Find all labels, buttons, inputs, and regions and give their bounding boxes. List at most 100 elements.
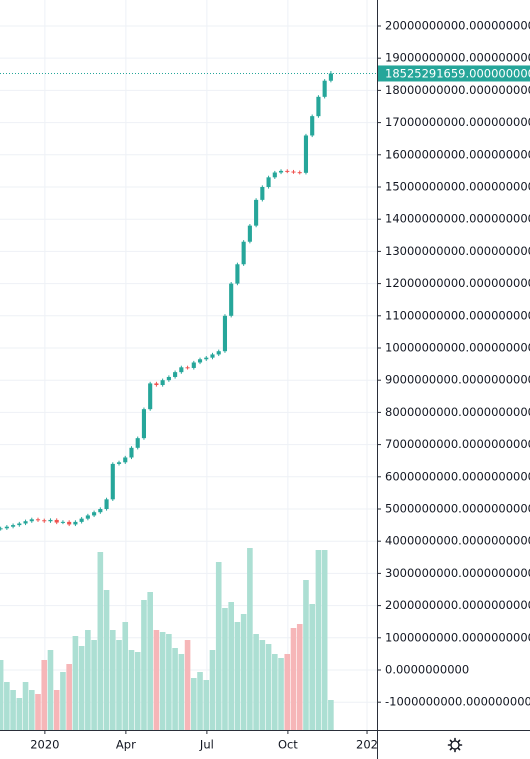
candle-body bbox=[23, 521, 28, 524]
volume-bar bbox=[66, 664, 72, 730]
candle-body bbox=[104, 499, 109, 509]
candle-body bbox=[135, 438, 140, 448]
candle-body bbox=[285, 170, 290, 172]
volume-bar bbox=[247, 548, 253, 730]
candle-body bbox=[35, 519, 41, 521]
volume-bar bbox=[290, 628, 297, 730]
settings-button[interactable] bbox=[447, 737, 463, 753]
volume-bar bbox=[209, 650, 216, 730]
candle-body bbox=[278, 170, 284, 173]
volume-bar bbox=[22, 682, 29, 730]
y-tick-label: 6000000000.0000000000 bbox=[385, 469, 530, 483]
y-tick-label: 8000000000.0000000000 bbox=[385, 405, 530, 419]
candle-body bbox=[11, 525, 16, 527]
volume-bar bbox=[153, 630, 160, 730]
candle-body bbox=[79, 518, 84, 522]
candle-body bbox=[110, 463, 115, 500]
candle-body bbox=[179, 367, 184, 373]
y-tick-label: 10000000000.0000000000 bbox=[385, 340, 530, 354]
candle-body bbox=[42, 520, 47, 522]
y-tick-label: 15000000000.0000000000 bbox=[385, 179, 530, 193]
candle-body bbox=[29, 519, 34, 522]
y-tick-label: 13000000000.0000000000 bbox=[385, 244, 530, 258]
volume-bar bbox=[303, 580, 309, 730]
candle-body bbox=[73, 521, 78, 525]
candle-body bbox=[54, 519, 59, 523]
candle-body bbox=[241, 241, 246, 265]
volume-bar bbox=[203, 680, 210, 730]
volume-bar bbox=[159, 632, 166, 730]
y-tick-label: 3000000000.0000000000 bbox=[385, 566, 530, 580]
candle-body bbox=[229, 283, 234, 316]
volume-bar bbox=[4, 682, 10, 730]
volume-bar bbox=[284, 654, 291, 730]
volume-bar bbox=[278, 658, 284, 730]
candle-body bbox=[48, 519, 53, 522]
x-tick-label: 2020 bbox=[30, 738, 59, 752]
volume-bar bbox=[10, 690, 16, 730]
candle-body bbox=[191, 362, 196, 368]
candle-body bbox=[260, 186, 265, 200]
y-tick-label: 18000000000.0000000000 bbox=[385, 83, 530, 97]
last-price-box bbox=[378, 65, 530, 82]
y-tick-label: 9000000000.0000000000 bbox=[385, 373, 530, 387]
volume-bar bbox=[128, 650, 135, 730]
volume-bar bbox=[184, 640, 191, 730]
y-tick-label: 7000000000.0000000000 bbox=[385, 437, 530, 451]
candle-body bbox=[166, 376, 171, 381]
candle-body bbox=[160, 380, 165, 386]
y-tick-label: 11000000000.0000000000 bbox=[385, 308, 530, 322]
candle-body bbox=[210, 354, 215, 358]
volume-bar bbox=[78, 646, 85, 730]
volume-bar bbox=[296, 624, 303, 730]
volume-layer bbox=[0, 548, 334, 730]
volume-bar bbox=[190, 678, 197, 730]
volume-bar bbox=[116, 640, 122, 730]
candle-body bbox=[67, 521, 72, 525]
volume-bar bbox=[309, 604, 315, 730]
candle-body bbox=[148, 383, 153, 410]
volume-bar bbox=[272, 654, 278, 730]
y-tick-label: 0.0000000000 bbox=[385, 662, 469, 676]
volume-bar bbox=[60, 672, 66, 730]
x-tick-label: Oct bbox=[278, 738, 298, 752]
candle-body bbox=[272, 172, 277, 178]
candle-body bbox=[92, 512, 97, 516]
candle-body bbox=[328, 73, 333, 81]
y-tick-label: 12000000000.0000000000 bbox=[385, 276, 530, 290]
candle-body bbox=[316, 96, 321, 117]
volume-bar bbox=[141, 600, 147, 730]
candle-body bbox=[123, 457, 128, 463]
volume-bar bbox=[103, 590, 110, 730]
candle-body bbox=[235, 264, 240, 284]
volume-bar bbox=[147, 592, 153, 730]
candle-body bbox=[85, 515, 90, 519]
y-tick-label: 16000000000.0000000000 bbox=[385, 147, 530, 161]
candle-body bbox=[4, 526, 9, 529]
y-tick-label: 4000000000.0000000000 bbox=[385, 534, 530, 548]
candle-layer bbox=[0, 71, 333, 531]
x-tick-label: Apr bbox=[116, 738, 136, 752]
labels: 20000000000.0000000000 19000000000.000000… bbox=[0, 18, 530, 752]
y-tick-label: 1000000000.0000000000 bbox=[385, 630, 530, 644]
volume-bar bbox=[122, 622, 129, 730]
candle-body bbox=[204, 357, 209, 360]
volume-bar bbox=[321, 550, 328, 730]
candle-body bbox=[129, 447, 134, 458]
candle-body bbox=[116, 462, 122, 464]
volume-bar bbox=[47, 650, 54, 730]
candle-body bbox=[254, 199, 259, 226]
candle-body bbox=[266, 177, 271, 187]
volume-bar bbox=[240, 614, 247, 730]
volume-bar bbox=[72, 636, 79, 730]
volume-bar bbox=[328, 700, 334, 730]
candle-body bbox=[197, 359, 203, 363]
volume-bar bbox=[97, 552, 104, 730]
volume-bar bbox=[178, 654, 185, 730]
volume-bar bbox=[265, 644, 272, 730]
candle-body bbox=[17, 523, 22, 526]
x-tick-label: Jul bbox=[199, 738, 214, 752]
last-price-label: 18525291659.0000000000 bbox=[385, 66, 530, 80]
volume-bar bbox=[16, 698, 23, 730]
